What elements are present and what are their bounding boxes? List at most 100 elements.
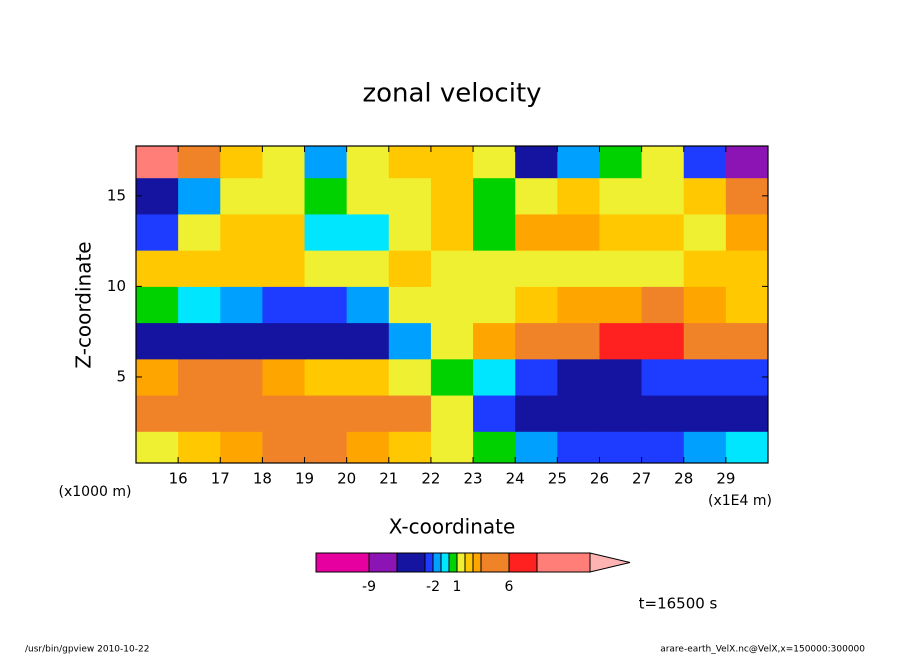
heat-cell — [599, 322, 643, 360]
heat-cell — [304, 431, 348, 463]
heat-cell — [346, 250, 390, 287]
y-unit-label: (x1000 m) — [59, 484, 132, 500]
x-tick-label: 25 — [548, 470, 567, 488]
heat-cell — [683, 250, 727, 287]
heat-cell — [220, 395, 263, 432]
heat-cell — [599, 177, 643, 215]
heat-cell — [262, 177, 306, 215]
heat-cell — [641, 322, 685, 360]
heat-cell — [641, 395, 685, 432]
x-axis-title: X-coordinate — [389, 515, 516, 539]
heat-cell — [136, 322, 179, 360]
footer-left: /usr/bin/gpview 2010-10-22 — [25, 645, 149, 654]
heat-cell — [430, 286, 474, 324]
heat-cell — [178, 177, 221, 215]
heat-cell — [346, 146, 390, 179]
heat-cell — [304, 146, 348, 179]
chart-title: zonal velocity — [362, 79, 541, 109]
x-tick-label: 20 — [337, 470, 356, 488]
x-tick-label: 17 — [211, 470, 230, 488]
colorbar-box — [472, 552, 482, 573]
heat-cell — [641, 358, 685, 396]
heat-cell — [641, 146, 685, 179]
heat-cell — [304, 250, 348, 287]
x-tick-label: 19 — [295, 470, 314, 488]
heat-cell — [304, 177, 348, 215]
x-tick-label: 16 — [169, 470, 188, 488]
heat-cell — [515, 431, 558, 463]
heat-cell — [136, 213, 179, 251]
heat-cell — [220, 358, 263, 396]
heat-cell — [641, 431, 685, 463]
heat-cell — [599, 250, 643, 287]
heat-cell — [725, 250, 768, 287]
heat-cell — [557, 395, 600, 432]
heat-cell — [725, 286, 768, 324]
colorbar-tick-label: -2 — [426, 579, 440, 595]
heat-cell — [515, 177, 558, 215]
colorbar-box — [432, 552, 442, 573]
heat-cell — [430, 213, 474, 251]
heat-cell — [262, 431, 306, 463]
heat-cell — [557, 431, 600, 463]
heat-cell — [473, 395, 516, 432]
heat-cell — [136, 286, 179, 324]
colorbar-box — [315, 552, 370, 573]
heat-cell — [136, 358, 179, 396]
x-tick-label: 24 — [506, 470, 525, 488]
heat-cell — [557, 177, 600, 215]
x-tick-label: 22 — [421, 470, 440, 488]
heat-cell — [430, 322, 474, 360]
heat-cell — [178, 322, 221, 360]
heat-cell — [515, 322, 558, 360]
heat-cell — [346, 177, 390, 215]
colorbar-box — [480, 552, 510, 573]
heat-cell — [262, 213, 306, 251]
heat-cell — [599, 431, 643, 463]
heat-cell — [136, 146, 179, 179]
colorbar-box — [508, 552, 538, 573]
heat-cell — [725, 431, 768, 463]
heat-cell — [346, 213, 390, 251]
heat-cell — [388, 177, 432, 215]
heat-cell — [599, 286, 643, 324]
colorbar-box — [424, 552, 434, 573]
heat-cell — [430, 395, 474, 432]
heat-cell — [346, 431, 390, 463]
heat-cell — [262, 358, 306, 396]
heat-cell — [683, 322, 727, 360]
heat-cell — [220, 213, 263, 251]
heat-cell — [388, 358, 432, 396]
heat-cell — [557, 213, 600, 251]
heat-cell — [641, 213, 685, 251]
heat-cell — [515, 358, 558, 396]
heat-cell — [430, 146, 474, 179]
heat-cell — [473, 358, 516, 396]
heat-cell — [262, 286, 306, 324]
heat-cell — [388, 250, 432, 287]
y-tick-label: 10 — [107, 277, 126, 295]
heat-cell — [430, 358, 474, 396]
x-tick-label: 18 — [253, 470, 272, 488]
colorbar-box — [448, 552, 458, 573]
colorbar-box — [368, 552, 398, 573]
heat-cell — [683, 213, 727, 251]
heat-cell — [599, 213, 643, 251]
heat-cell — [178, 146, 221, 179]
heat-cell — [220, 322, 263, 360]
heat-cell — [262, 395, 306, 432]
heat-cell — [220, 431, 263, 463]
x-tick-label: 23 — [464, 470, 483, 488]
heat-cell — [262, 146, 306, 179]
heat-cell — [136, 250, 179, 287]
y-axis-title: Z-coordinate — [72, 241, 96, 368]
y-tick-label: 5 — [116, 367, 126, 385]
colorbar-box — [456, 552, 466, 573]
heat-cell — [683, 431, 727, 463]
x-tick-label: 29 — [716, 470, 735, 488]
heat-cell — [388, 213, 432, 251]
x-unit-label: (x1E4 m) — [708, 493, 772, 509]
colorbar-box — [440, 552, 450, 573]
heat-cell — [346, 395, 390, 432]
heat-cell — [683, 286, 727, 324]
